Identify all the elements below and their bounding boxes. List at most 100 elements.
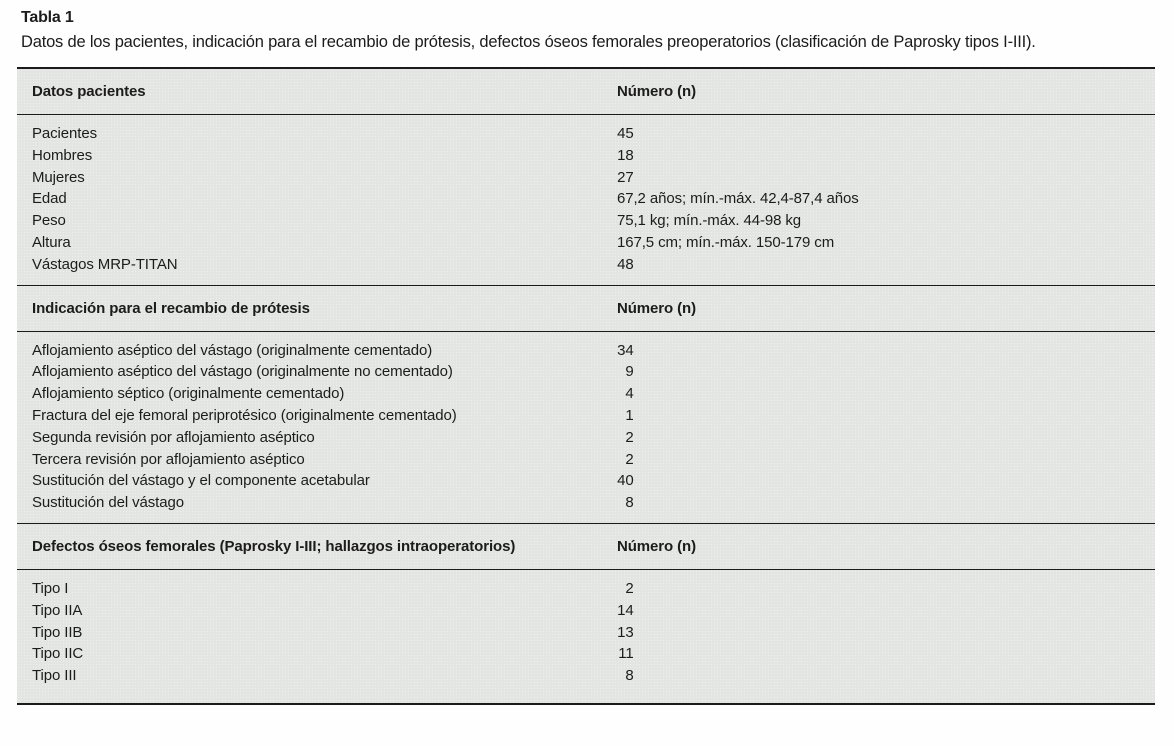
row-value-cell: 48 — [617, 254, 1155, 276]
table-caption: Tabla 1 Datos de los pacientes, indicaci… — [21, 9, 1146, 54]
table-row: Hombres 18 — [17, 145, 1155, 167]
row-value-cell: 34 — [617, 340, 1155, 362]
row-label: Fractura del eje femoral periprotésico (… — [32, 406, 457, 424]
row-label: Tipo IIB — [32, 623, 83, 641]
row-value: 40 — [617, 472, 634, 490]
table-row: Sustitución del vástago y el componente … — [17, 470, 1155, 492]
row-value-cell: 2 — [617, 449, 1155, 471]
section-header-label: Indicación para el recambio de prótesis — [32, 299, 310, 317]
table-caption-description: Datos de los pacientes, indicación para … — [21, 33, 1036, 51]
table-row: Altura 167,5 cm; mín.-máx. 150-179 cm — [17, 232, 1155, 254]
row-label: Altura — [32, 233, 71, 251]
table-row: Sustitución del vástago 8 — [17, 492, 1155, 514]
row-value: 11 — [618, 645, 634, 663]
row-value-cell: 9 — [617, 361, 1155, 383]
row-label: Sustitución del vástago — [32, 494, 184, 512]
row-value-cell: 13 — [617, 622, 1155, 644]
row-value: 1 — [625, 406, 634, 424]
row-label: Aflojamiento aséptico del vástago (origi… — [32, 363, 453, 381]
row-value: 34 — [617, 341, 634, 359]
page: Tabla 1 Datos de los pacientes, indicaci… — [17, 9, 1155, 705]
row-label: Sustitución del vástago y el componente … — [32, 472, 370, 490]
row-label: Tipo IIC — [32, 645, 84, 663]
row-label: Tipo IIA — [32, 601, 83, 619]
table-caption-title: Tabla 1 — [21, 9, 74, 26]
row-value: 4 — [625, 385, 634, 403]
row-label: Aflojamiento séptico (originalmente ceme… — [32, 385, 345, 403]
table-row: Tipo I 2 — [17, 578, 1155, 600]
row-value-cell: 18 — [617, 145, 1155, 167]
table-section: Datos pacientes Número (n) Pacientes 45 Homb… — [17, 69, 1155, 285]
row-value-cell: 2 — [617, 578, 1155, 600]
table-row: Aflojamiento aséptico del vástago (origi… — [17, 340, 1155, 362]
row-value: 2 — [625, 579, 634, 597]
row-value: 2 — [625, 428, 634, 446]
table-row: Tipo III 8 — [17, 665, 1155, 687]
section-body: Pacientes 45 Hombres 18 Mujeres 27 Edad 67,2 añ… — [17, 115, 1155, 285]
row-value-cell: 27 — [617, 167, 1155, 189]
row-value-cell: 45 — [617, 123, 1155, 145]
row-label: Aflojamiento aséptico del vástago (origi… — [32, 341, 433, 359]
row-label: Tipo III — [32, 667, 77, 685]
row-value-cell: 2 — [617, 427, 1155, 449]
row-label: Edad — [32, 190, 67, 208]
row-value-cell: 167,5 cm; mín.-máx. 150-179 cm — [617, 232, 1155, 254]
row-value: 75,1 kg; mín.-máx. 44-98 kg — [617, 212, 802, 230]
table-section: Indicación para el recambio de prótesis N… — [17, 284, 1155, 523]
table-section: Defectos óseos femorales (Paprosky I-III… — [17, 522, 1155, 703]
row-value: 27 — [617, 168, 634, 186]
row-value-cell: 75,1 kg; mín.-máx. 44-98 kg — [617, 210, 1155, 232]
row-label: Mujeres — [32, 168, 85, 186]
row-label: Peso — [32, 212, 66, 230]
row-value: 45 — [617, 125, 634, 142]
section-header-number-label: Número (n) — [617, 83, 696, 100]
table-row: Segunda revisión por aflojamiento asépti… — [17, 427, 1155, 449]
table-row: Tercera revisión por aflojamiento asépti… — [17, 449, 1155, 471]
row-label: Segunda revisión por aflojamiento asépti… — [32, 428, 315, 446]
table-row: Aflojamiento aséptico del vástago (origi… — [17, 361, 1155, 383]
row-value-cell: 11 — [617, 643, 1155, 665]
row-label: Tipo I — [32, 579, 69, 597]
row-label: Tercera revisión por aflojamiento asépti… — [32, 450, 305, 468]
section-header-number-label: Número (n) — [617, 537, 696, 555]
row-value: 48 — [617, 255, 634, 273]
row-value: 2 — [625, 450, 634, 468]
row-value-cell: 4 — [617, 383, 1155, 405]
table-row: Tipo IIB 13 — [17, 622, 1155, 644]
table-row: Tipo IIC 11 — [17, 643, 1155, 665]
row-value-cell: 1 — [617, 405, 1155, 427]
table-row: Aflojamiento séptico (originalmente ceme… — [17, 383, 1155, 405]
row-value: 9 — [625, 363, 634, 381]
section-body: Aflojamiento aséptico del vástago (origi… — [17, 332, 1155, 523]
row-label: Hombres — [32, 146, 93, 164]
table-row: Mujeres 27 — [17, 167, 1155, 189]
table-row: Vástagos MRP-TITAN 48 — [17, 254, 1155, 276]
section-header-row: Indicación para el recambio de prótesis N… — [17, 286, 1155, 332]
section-header-number-label: Número (n) — [617, 299, 696, 317]
row-value-cell: 14 — [617, 600, 1155, 622]
row-value-cell: 8 — [617, 665, 1155, 687]
row-value: 14 — [617, 601, 634, 619]
table-row: Fractura del eje femoral periprotésico (… — [17, 405, 1155, 427]
row-value-cell: 67,2 años; mín.-máx. 42,4-87,4 años — [617, 188, 1155, 210]
row-value: 8 — [625, 494, 634, 512]
row-value: 13 — [617, 623, 634, 641]
row-value: 67,2 años; mín.-máx. 42,4-87,4 años — [617, 190, 859, 208]
row-label: Pacientes — [32, 125, 97, 142]
row-value-cell: 8 — [617, 492, 1155, 514]
table-row: Pacientes 45 — [17, 123, 1155, 145]
table-row: Tipo IIA 14 — [17, 600, 1155, 622]
table-row: Edad 67,2 años; mín.-máx. 42,4-87,4 años — [17, 188, 1155, 210]
section-header-row: Defectos óseos femorales (Paprosky I-III… — [17, 524, 1155, 570]
data-table: Datos pacientes Número (n) Pacientes 45 Homb… — [17, 67, 1155, 705]
section-header-label: Defectos óseos femorales (Paprosky I-III… — [32, 537, 516, 555]
section-header-row: Datos pacientes Número (n) — [17, 69, 1155, 115]
section-body: Tipo I 2 Tipo IIA 14 Tipo IIB 13 Tipo IIC 11 Tip… — [17, 570, 1155, 703]
table-row: Peso 75,1 kg; mín.-máx. 44-98 kg — [17, 210, 1155, 232]
row-value-cell: 40 — [617, 470, 1155, 492]
row-value: 18 — [617, 146, 634, 164]
row-value: 8 — [625, 667, 634, 685]
section-header-label: Datos pacientes — [32, 83, 146, 100]
row-value: 167,5 cm; mín.-máx. 150-179 cm — [617, 233, 835, 251]
row-label: Vástagos MRP-TITAN — [32, 255, 178, 273]
